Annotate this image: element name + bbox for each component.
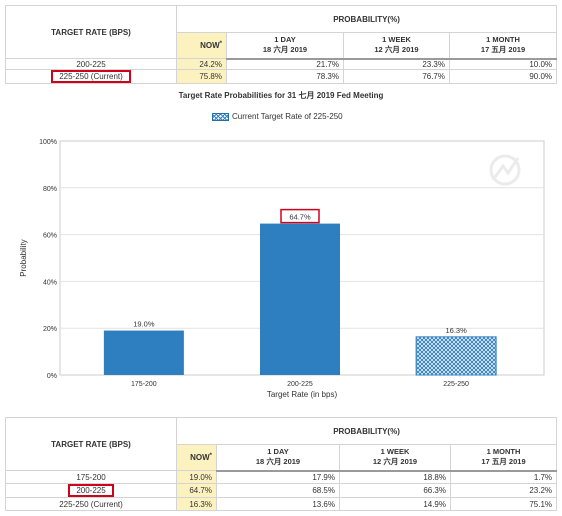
probability-table-top: TARGET RATE (BPS) PROBABILITY(%) NOW* 1 …	[5, 5, 558, 84]
subheader-row: NOW* 1 DAY 18 六月 2019 1 WEEK 12 六月 2019 1 …	[6, 32, 558, 60]
subheader-row: NOW* 1 DAY 18 六月 2019 1 WEEK 12 六月 2019 1 …	[6, 444, 558, 472]
probability-header: PROBABILITY(%)	[175, 417, 558, 445]
bar-value-label: 16.3%	[445, 326, 467, 335]
legend-label: Current Target Rate of 225-250	[232, 112, 343, 121]
y-tick-label: 100%	[39, 139, 57, 146]
day-cell: 13.6%	[216, 497, 340, 511]
table-row: 175-200 19.0% 17.9% 18.8% 1.7%	[5, 470, 558, 484]
now-cell: 64.7%	[176, 483, 217, 498]
y-tick-label: 20%	[43, 326, 57, 333]
probability-table-bottom: TARGET RATE (BPS) PROBABILITY(%) NOW* 1 …	[5, 417, 558, 511]
column-header-1month: 1 MONTH 17 五月 2019	[449, 444, 558, 472]
week-cell: 14.9%	[339, 497, 451, 511]
now-cell: 16.3%	[176, 497, 217, 511]
target-rate-cell: 175-200	[5, 470, 177, 484]
now-cell: 24.2%	[176, 58, 227, 70]
month-cell: 1.7%	[449, 470, 558, 484]
logo-watermark	[489, 154, 521, 186]
header-row: TARGET RATE (BPS) PROBABILITY(%)	[5, 5, 558, 59]
chart-title: Target Rate Probabilities for 31 七月 2019…	[178, 91, 384, 100]
x-axis-label: Target Rate (in bps)	[267, 390, 338, 399]
y-tick-label: 80%	[43, 186, 57, 193]
month-cell: 90.0%	[448, 69, 558, 84]
bar	[103, 330, 184, 375]
highlight-box: 200-225	[68, 484, 114, 497]
header-row: TARGET RATE (BPS) PROBABILITY(%)	[5, 417, 558, 471]
y-axis-ticks: 0% 20% 40% 60% 80% 100%	[39, 139, 57, 380]
legend-swatch	[212, 112, 229, 121]
column-header-1day: 1 DAY 18 六月 2019	[226, 32, 344, 60]
probability-header: PROBABILITY(%)	[175, 5, 558, 33]
target-rate-cell: 200-225	[5, 483, 177, 498]
month-cell: 23.2%	[449, 483, 558, 498]
x-tick-label: 175-200	[131, 381, 157, 388]
target-rate-header: TARGET RATE (BPS)	[5, 417, 177, 471]
y-tick-label: 40%	[43, 279, 57, 286]
table-row: 225-250 (Current) 75.8% 78.3% 76.7% 90.0…	[5, 69, 558, 84]
target-rate-cell: 200-225	[5, 58, 177, 70]
month-cell: 10.0%	[448, 58, 558, 70]
now-column-header: NOW*	[176, 444, 217, 471]
day-cell: 68.5%	[216, 483, 340, 498]
target-rate-cell: 225-250 (Current)	[5, 497, 177, 511]
week-cell: 76.7%	[343, 69, 450, 84]
column-header-1month: 1 MONTH 17 五月 2019	[448, 32, 558, 60]
day-cell: 78.3%	[226, 69, 344, 84]
column-header-1week: 1 WEEK 12 六月 2019	[339, 444, 451, 472]
week-cell: 18.8%	[339, 470, 451, 484]
bar	[415, 336, 497, 376]
table-row: 200-225 24.2% 21.7% 23.3% 10.0%	[5, 58, 558, 70]
target-rate-cell: 225-250 (Current)	[5, 69, 177, 84]
bar-value-label: 19.0%	[133, 320, 155, 329]
table-row: 200-225 64.7% 68.5% 66.3% 23.2%	[5, 483, 558, 498]
now-column-header: NOW*	[176, 32, 227, 59]
bars: 19.0% 64.7% 16.3%	[103, 208, 497, 376]
now-cell: 19.0%	[176, 470, 217, 484]
bar	[260, 223, 340, 375]
column-header-1week: 1 WEEK 12 六月 2019	[343, 32, 450, 60]
y-tick-label: 0%	[47, 373, 57, 380]
month-cell: 75.1%	[449, 497, 558, 511]
y-tick-label: 60%	[43, 233, 57, 240]
highlight-box	[280, 208, 320, 224]
week-cell: 66.3%	[339, 483, 451, 498]
day-cell: 21.7%	[226, 58, 344, 70]
x-tick-label: 200-225	[287, 381, 313, 388]
column-header-1day: 1 DAY 18 六月 2019	[216, 444, 340, 472]
bar-value-label: 64.7%	[289, 213, 311, 222]
x-tick-label: 225-250	[443, 381, 469, 388]
x-axis-ticks: 175-200 200-225 225-250	[131, 381, 469, 388]
highlight-box: 225-250 (Current)	[51, 70, 131, 83]
bar-chart: 0% 20% 40% 60% 80% 100% 19.0% 64.7% 16.3% 175-2…	[19, 139, 545, 399]
now-cell: 75.8%	[176, 69, 227, 84]
table-row: 225-250 (Current) 16.3% 13.6% 14.9% 75.1…	[5, 497, 558, 511]
week-cell: 23.3%	[343, 58, 450, 70]
target-rate-header: TARGET RATE (BPS)	[5, 5, 177, 59]
day-cell: 17.9%	[216, 470, 340, 484]
chart-legend: Current Target Rate of 225-250	[212, 112, 343, 121]
y-axis-label: Probability	[19, 239, 28, 276]
